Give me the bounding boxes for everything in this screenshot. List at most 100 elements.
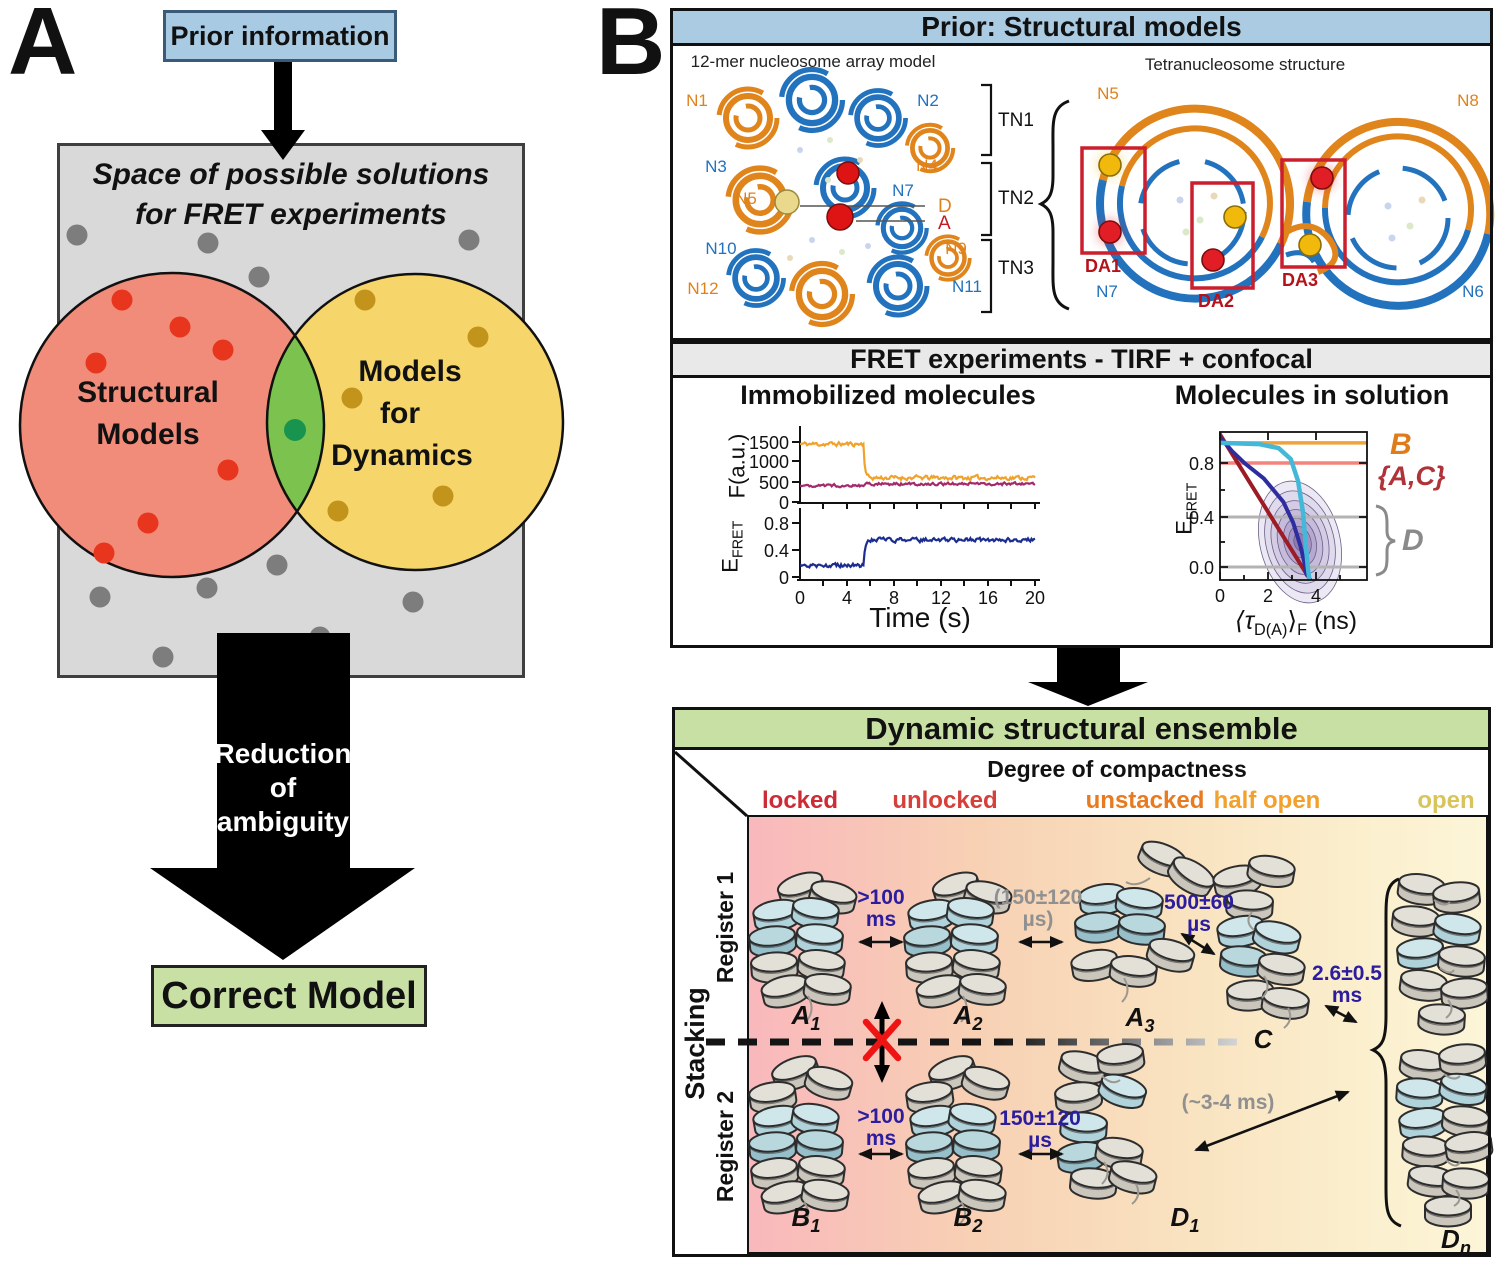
state-b2-base: B	[953, 1202, 973, 1232]
confocal-plot-title: Molecules in solution	[1174, 380, 1450, 410]
rate-d1-dn-l1: (~3-4 ms)	[1181, 1091, 1275, 1114]
nucleosome-label-n7: N7	[892, 181, 914, 200]
tn2-label: TN2	[998, 188, 1034, 209]
tn3-label: TN3	[998, 258, 1034, 279]
category-half-open: half open	[1213, 787, 1321, 814]
acceptor-dye-sphere	[826, 203, 854, 231]
correct-model-box: Correct Model	[151, 965, 427, 1027]
rate-b2-d1-l1: 150±120	[999, 1107, 1081, 1130]
state-label-b2: B2	[954, 1202, 983, 1237]
state-a2-base: A	[953, 1000, 973, 1030]
tirf-plot-title: Immobilized molecules	[740, 380, 1036, 410]
solution-space-title-line1: Space of possible solutions	[92, 158, 490, 191]
no-exchange-cross	[862, 1018, 902, 1062]
tetranucleosome-caption: Tetranucleosome structure	[1144, 55, 1346, 74]
time-tick-20: 20	[1024, 588, 1046, 608]
rate-b1-b2-l1: >100	[857, 1105, 905, 1128]
sol-tick-00: 0.0	[1188, 558, 1214, 578]
tetra-label-n8: N8	[1457, 91, 1479, 110]
dynamics-models-label-2: for	[380, 397, 420, 430]
f-tick-1000: 1000	[748, 452, 789, 472]
da3-label: DA3	[1281, 270, 1319, 290]
fret-to-ensemble-arrow	[1028, 648, 1148, 706]
f-tick-0: 0	[778, 493, 789, 513]
rate-a1-a2-l1: >100	[857, 886, 905, 909]
state-a2-sub: 2	[972, 1014, 983, 1035]
tau-tick-4: 4	[1310, 586, 1322, 606]
dynamics-model-dots	[327, 289, 489, 522]
tau-pre: ⟨τ	[1234, 607, 1254, 635]
time-tick-8: 8	[888, 588, 900, 608]
rate-a2-a3-l2: µs)	[1022, 908, 1054, 932]
sol-tick-08: 0.8	[1188, 454, 1214, 474]
tau-post: (ns)	[1307, 607, 1358, 635]
transition-arrows	[858, 932, 1358, 1160]
acceptor-dye-sphere-top	[836, 161, 860, 185]
panel-b-letter: B	[596, 0, 666, 95]
state-dn-base: D	[1441, 1224, 1460, 1254]
nucleosome-label-n10: N10	[705, 239, 737, 258]
structural-models-circle	[20, 273, 324, 577]
rate-d1-dn: (~3-4 ms)	[1181, 1091, 1275, 1114]
state-label-b1: B1	[792, 1202, 821, 1237]
f-tick-500: 500	[758, 473, 789, 493]
compactness-title: Degree of compactness	[987, 756, 1247, 782]
tetra-label-n6: N6	[1462, 282, 1484, 301]
rate-a3-c: 500±60 µs	[1164, 891, 1234, 937]
tirf-efret-axis-label: EFRET	[717, 521, 746, 573]
rate-a2-a3: (150±120 µs)	[994, 886, 1083, 932]
rate-a3-c-l2: µs	[1187, 913, 1211, 937]
efret-e: E	[717, 558, 743, 573]
reduction-label-3: ambiguity	[216, 806, 350, 837]
state-label-c: C	[1254, 1024, 1273, 1055]
dynamics-models-label-3: Dynamics	[331, 439, 473, 472]
rate-b2-d1-l2: µs	[1028, 1129, 1052, 1153]
fret-experiments-header: FRET experiments - TIRF + confocal	[670, 341, 1493, 378]
nucleosome-label-n5: N5	[735, 189, 757, 208]
fret-pair-boxes	[1080, 146, 1347, 290]
state-label-d1: D1	[1171, 1202, 1200, 1237]
prior-models-header: Prior: Structural models	[670, 8, 1493, 46]
category-unlocked: unlocked	[892, 787, 998, 814]
reduction-arrow	[150, 633, 415, 960]
nucleosome-label-n12: N12	[687, 279, 719, 298]
stacking-label: Stacking	[679, 987, 710, 1100]
f-tick-1500: 1500	[748, 433, 789, 453]
state-label-a3: A3	[1126, 1002, 1155, 1037]
state-label-a2: A2	[954, 1000, 983, 1035]
time-tick-4: 4	[841, 588, 853, 608]
tirf-axes	[792, 426, 1040, 586]
d-species-brace	[1375, 504, 1396, 577]
linker-dna	[1280, 223, 1339, 275]
species-b-label: B	[1390, 428, 1412, 461]
state-a1-sub: 1	[810, 1014, 821, 1035]
donor-dye-sphere	[774, 189, 800, 215]
efret-sub: FRET	[730, 520, 747, 559]
e-tick-0: 0	[778, 568, 789, 588]
tn-brackets	[981, 83, 993, 314]
structural-models-label-2: Models	[96, 418, 200, 451]
dye-position-dots	[1098, 153, 1334, 272]
state-d1-base: D	[1170, 1202, 1190, 1232]
rate-b2-d1: 150±120 µs	[999, 1107, 1081, 1153]
state-b2-sub: 2	[972, 1216, 983, 1237]
state-a3-base: A	[1125, 1002, 1145, 1032]
time-tick-16: 16	[977, 588, 999, 608]
nucleosome-label-n3: N3	[705, 157, 727, 176]
nucleosome-label-n2: N2	[917, 91, 939, 110]
register2-label: Register 2	[712, 1090, 739, 1203]
tetranucleosome-brace	[1037, 99, 1070, 311]
rate-a1-a2: >100 ms	[857, 886, 905, 931]
state-dn-sub: n	[1459, 1238, 1471, 1259]
e-tick-08: 0.8	[763, 514, 789, 534]
dynamics-models-circle	[267, 274, 563, 570]
tau-tick-0: 0	[1214, 586, 1226, 606]
state-label-a1: A1	[792, 1000, 821, 1035]
rate-b1-b2: >100 ms	[857, 1105, 905, 1151]
rate-c-open-l2: ms	[1331, 984, 1363, 1008]
rate-b1-b2-l2: ms	[865, 1127, 897, 1151]
prior-to-space-arrow	[261, 62, 305, 160]
category-open: open	[1417, 787, 1475, 814]
state-d1-sub: 1	[1189, 1216, 1200, 1237]
